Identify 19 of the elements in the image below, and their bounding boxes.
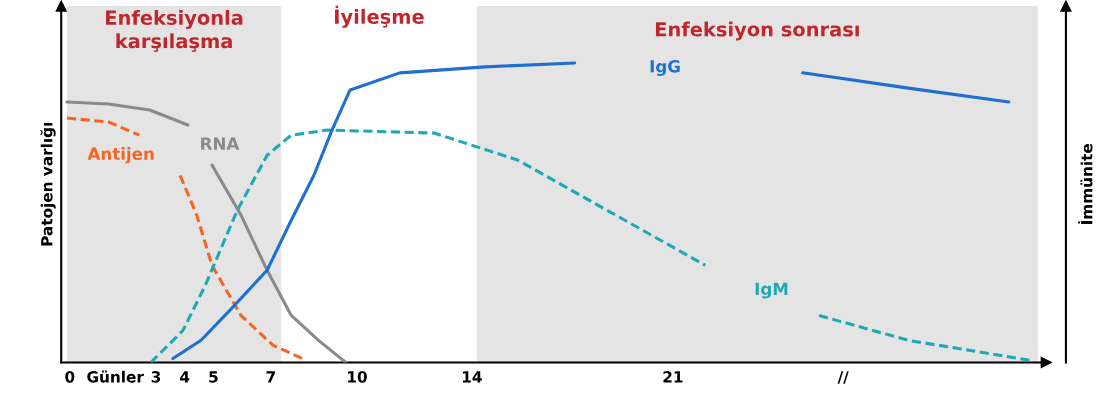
x-tick-label: 4: [180, 371, 190, 383]
x-tick-label: 0: [65, 371, 75, 383]
y-axis-title: Patojen varlığı: [40, 122, 56, 246]
band-label: Enfeksiyon sonrası: [655, 21, 859, 41]
x-tick-label: 7: [266, 371, 275, 383]
text: IgM: [755, 282, 788, 299]
y2-axis-title: İmmünite: [1078, 143, 1093, 224]
x-tick-label: //: [837, 371, 849, 384]
x-tick-label: 5: [209, 371, 218, 383]
x-tick-label: 10: [348, 371, 367, 383]
x-tick-label: 21: [663, 371, 683, 383]
band-label: Enfeksiyonla karşılaşma: [106, 9, 243, 52]
series-label: RNA: [201, 137, 240, 150]
text: İyileşme: [335, 5, 424, 28]
x-tick-label: 3: [151, 371, 161, 383]
series-label: Antijen: [87, 147, 154, 164]
x-tick-label: 14: [462, 371, 482, 383]
text: IgG: [650, 60, 680, 76]
x-tick-label: Günler: [87, 370, 144, 383]
